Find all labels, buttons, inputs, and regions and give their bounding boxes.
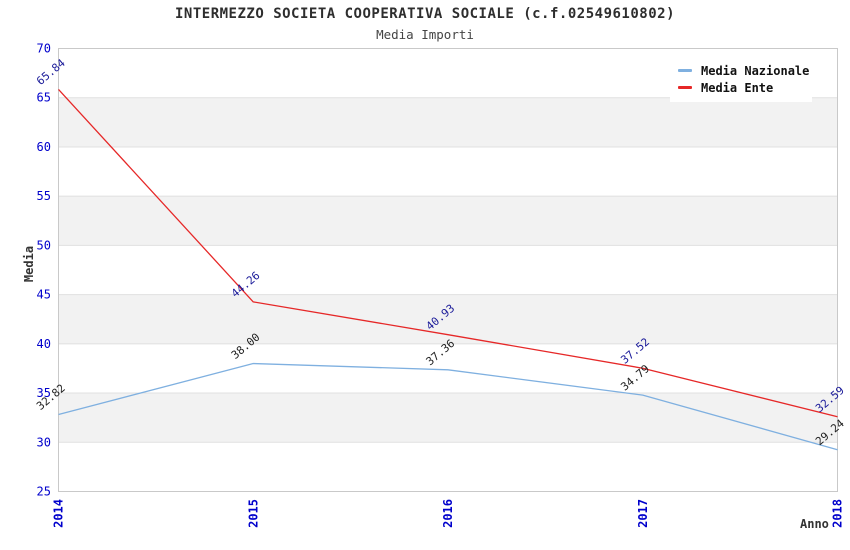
y-tick-label: 50 [37,238,51,252]
y-tick-label: 25 [37,485,51,499]
chart-title: INTERMEZZO SOCIETA COOPERATIVA SOCIALE (… [174,6,675,22]
legend-label-media-nazionale: Media Nazionale [701,63,810,78]
y-tick-label: 55 [37,189,51,203]
y-tick-label: 60 [37,140,51,154]
media-nazionale-line [58,362,838,451]
plot-border [58,48,838,492]
legend-item-media-nazionale: Media Nazionale [678,62,809,79]
legend-label-media-ente: Media Ente [701,80,774,95]
legend: Media Nazionale Media Ente [670,57,812,102]
y-tick-label: 65 [37,91,51,105]
media-nazionale-line-swatch [678,69,692,72]
y-tick-label: 40 [37,337,51,351]
y-tick-label: 70 [37,42,51,56]
x-tick-label: 2016 [441,499,455,528]
x-tick-label: 2014 [52,499,66,528]
x-tick-label: 2015 [246,499,260,528]
plot-band [58,196,838,246]
plot-band [58,294,838,344]
x-tick-label: 2018 [831,499,845,528]
x-axis-label: Anno [800,517,829,531]
plot-band [58,442,838,492]
plot-band [58,393,838,443]
media-ente-line-swatch [678,86,692,89]
legend-item-media-ente: Media Ente [678,79,804,96]
y-tick-label: 45 [37,288,51,302]
x-tick-label: 2017 [636,499,650,528]
plot-band [58,146,838,197]
y-tick-label: 35 [37,386,51,400]
y-axis-label: Media [22,245,36,283]
plot-band [58,245,838,295]
y-tick-label: 30 [37,435,51,449]
plot-band [58,97,838,147]
media-ente-line [58,89,838,418]
chart-subtitle: Media Importi [376,27,474,42]
